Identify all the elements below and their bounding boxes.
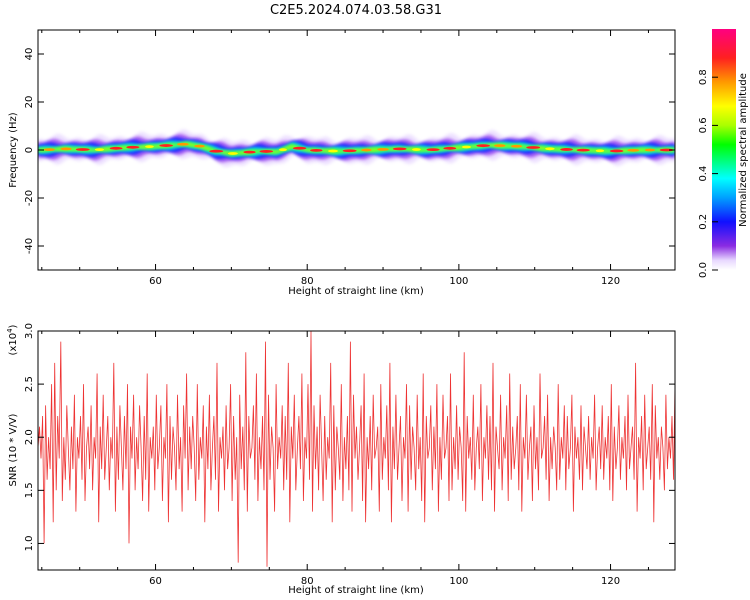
colorbar-label: Normalized spectral amplitude xyxy=(738,73,749,227)
spectrogram-peak xyxy=(609,149,624,153)
bottom-y-tick-label: 3.0 xyxy=(24,323,35,339)
colorbar: 0.0 0.2 0.4 0.6 0.8 Normalized spectral ampl… xyxy=(698,29,749,278)
spectrogram-peak xyxy=(545,147,555,151)
bottom-x-tick-label: 60 xyxy=(149,576,162,587)
bottom-x-axis-label: Height of straight line (km) xyxy=(288,585,424,596)
spectrogram-peak xyxy=(494,144,506,148)
top-y-axis-label: Frequency (Hz) xyxy=(8,112,19,188)
spectrogram-peak xyxy=(159,144,174,147)
snr-series-line xyxy=(38,331,675,567)
top-y-tick-label: -40 xyxy=(24,238,35,254)
colorbar-tick-label: 0.6 xyxy=(698,117,709,133)
bottom-y-axis-label: SNR (10 * V/V) xyxy=(8,413,19,486)
colorbar-tick-label: 0.4 xyxy=(698,166,709,182)
top-axis-ticks: 60 80 100 120 -40 -20 0 20 40 xyxy=(24,30,675,287)
spectrogram-peak xyxy=(476,144,491,148)
spectrogram-peak xyxy=(310,148,323,152)
top-y-tick-label: 20 xyxy=(24,96,35,109)
spectrogram-peak xyxy=(209,149,224,153)
snr-panel: 60 80 100 120 1.0 1.5 2.0 2.5 3.0 Height of stra… xyxy=(6,323,676,596)
top-x-tick-label: 120 xyxy=(601,276,620,287)
colorbar-gradient xyxy=(712,29,736,270)
bottom-axis-ticks: 60 80 100 120 1.0 1.5 2.0 2.5 3.0 xyxy=(24,323,675,587)
colorbar-tick-label: 0.0 xyxy=(698,262,709,278)
bottom-x-tick-label: 80 xyxy=(301,576,314,587)
spectrogram-peak xyxy=(461,145,472,149)
bottom-y-tick-label: 1.5 xyxy=(24,482,35,498)
spectrogram-peak xyxy=(94,148,105,152)
spectrogram-peak xyxy=(194,144,205,148)
spectrogram-peak xyxy=(377,148,389,151)
spectrogram-peak xyxy=(644,148,656,152)
spectrogram-peak xyxy=(227,152,238,155)
top-y-tick-label: -20 xyxy=(24,190,35,206)
top-x-tick-label: 80 xyxy=(301,276,314,287)
spectrogram-peak xyxy=(126,145,140,149)
spectrogram-peak xyxy=(243,150,256,154)
colorbar-ticks: 0.0 0.2 0.4 0.6 0.8 xyxy=(698,69,718,278)
spectrogram-peak xyxy=(560,148,573,151)
spectrogram-peak xyxy=(342,149,357,153)
top-x-tick-label: 100 xyxy=(449,276,468,287)
bottom-scale-label: (x104) xyxy=(6,324,19,355)
spectrogram-peak xyxy=(60,147,72,151)
spectrogram-peak xyxy=(259,150,274,153)
colorbar-tick-label: 0.2 xyxy=(698,214,709,230)
spectrogram-peak xyxy=(292,146,307,150)
spectrogram-ridge xyxy=(38,129,675,168)
spectrogram-peak xyxy=(411,148,421,151)
top-x-axis-label: Height of straight line (km) xyxy=(288,286,424,297)
spectrogram-peak xyxy=(426,148,440,152)
bottom-x-tick-label: 100 xyxy=(449,576,468,587)
spectrogram-peak xyxy=(627,148,640,152)
spectrogram-peak xyxy=(43,148,55,152)
spectrogram-peak xyxy=(526,146,541,149)
spectrogram-peak xyxy=(659,148,674,152)
figure-title: C2E5.2024.074.03.58.G31 xyxy=(270,3,442,18)
colorbar-tick-label: 0.8 xyxy=(698,69,709,85)
top-y-tick-label: 40 xyxy=(24,48,35,61)
bottom-y-tick-label: 2.5 xyxy=(24,376,35,392)
spectrogram-peak xyxy=(176,142,189,146)
spectrogram-peak xyxy=(595,149,605,153)
spectrogram-peak xyxy=(576,148,590,152)
spectrogram-peak xyxy=(443,146,457,150)
spectrogram-panel: 60 80 100 120 -40 -20 0 20 40 Height of straight… xyxy=(8,29,676,297)
spectrogram-peak xyxy=(327,149,338,153)
bottom-plot-frame xyxy=(37,330,676,571)
spectrogram-peak xyxy=(510,144,523,148)
spectrogram-peak xyxy=(278,148,287,152)
top-x-tick-label: 60 xyxy=(149,276,162,287)
bottom-y-tick-label: 2.0 xyxy=(24,429,35,445)
spectrogram-peak xyxy=(75,148,90,151)
bottom-y-tick-label: 1.0 xyxy=(24,535,35,551)
spectrogram-peak xyxy=(145,145,154,149)
spectrogram-peak xyxy=(109,146,123,150)
top-y-tick-label: 0 xyxy=(24,147,35,153)
spectrogram-peak xyxy=(360,148,372,152)
spectrogram-peak xyxy=(392,147,407,151)
bottom-x-tick-label: 120 xyxy=(601,576,620,587)
